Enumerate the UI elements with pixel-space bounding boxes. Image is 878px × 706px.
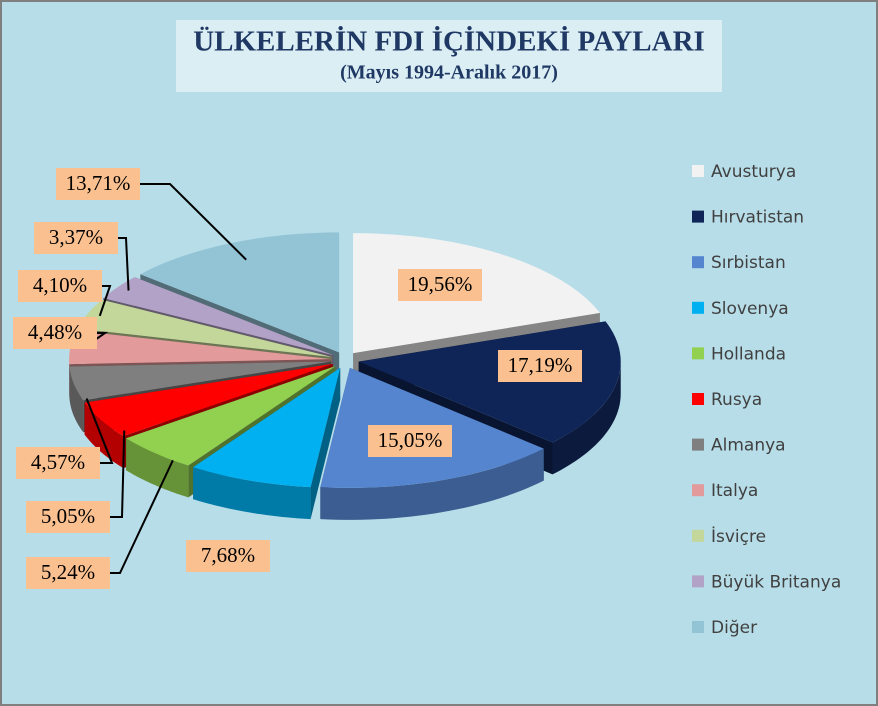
legend-label: Slovenya: [711, 299, 789, 319]
legend-label: Sırbistan: [711, 253, 786, 273]
slice-side: [320, 448, 544, 520]
slice-group: [193, 367, 341, 520]
leader-line: [118, 237, 130, 291]
data-label: 13,71%: [66, 171, 131, 195]
leader-line: [110, 430, 126, 518]
pie-slice: [126, 366, 336, 466]
legend-swatch: [692, 575, 704, 588]
label-box: [26, 557, 110, 589]
data-label: 15,05%: [378, 428, 443, 452]
leader-line: [140, 183, 247, 261]
legend-label: Avusturya: [711, 162, 796, 182]
label-box: [34, 222, 118, 254]
legend-label: Büyük Britanya: [711, 572, 841, 592]
data-label: 5,24%: [41, 560, 95, 584]
label-box: [498, 350, 582, 382]
leader-line: [98, 285, 112, 317]
data-label: 4,10%: [33, 273, 87, 297]
legend-swatch: [692, 301, 704, 314]
label-box: [368, 425, 452, 457]
slice-cut-face: [310, 367, 341, 520]
legend-swatch: [692, 256, 704, 269]
legend-label: Italya: [711, 481, 758, 501]
chart-subtitle: (Mayıs 1994-Aralık 2017): [340, 62, 558, 84]
pie-slice: [69, 330, 332, 365]
data-label: 4,48%: [28, 320, 82, 344]
legend-swatch: [692, 529, 704, 542]
data-label: 4,57%: [31, 450, 85, 474]
label-box: [56, 168, 140, 200]
label-box: [398, 269, 482, 301]
label-box: [13, 317, 97, 349]
label-box: [186, 540, 270, 572]
leader-line: [85, 398, 114, 464]
label-box: [26, 501, 110, 533]
legend-label: Rusya: [711, 390, 762, 410]
pie-slice: [140, 232, 340, 353]
pie-slice: [193, 367, 341, 488]
legend-swatch: [692, 621, 704, 633]
slice-side: [552, 361, 621, 475]
label-box: [16, 447, 100, 479]
legend-swatch: [692, 347, 704, 360]
legend-swatch: [692, 210, 704, 223]
label-box: [18, 270, 102, 302]
legend-label: Hollanda: [711, 344, 786, 364]
data-label: 3,37%: [49, 225, 103, 249]
leader-line: [110, 459, 174, 574]
slice-side: [126, 438, 189, 498]
legend-label: İsviçre: [711, 526, 766, 547]
legend-swatch: [692, 165, 704, 177]
legend-label: Diğer: [711, 618, 757, 638]
data-label: 17,19%: [508, 353, 573, 377]
slice-side: [193, 467, 311, 520]
legend-swatch: [692, 484, 704, 497]
pie-slice: [77, 299, 332, 357]
chart-title: ÜLKELERİN FDI İÇİNDEKİ PAYLARI: [193, 25, 705, 58]
slice-side: [69, 366, 84, 433]
data-label: 5,05%: [41, 504, 95, 528]
data-label: 19,56%: [408, 272, 473, 296]
pie-slice: [84, 363, 333, 437]
data-label: 7,68%: [201, 543, 255, 567]
pie-slice: [103, 277, 334, 356]
legend-swatch: [692, 438, 704, 451]
legend-label: Almanya: [711, 436, 786, 456]
title-box: [176, 20, 722, 92]
pie-slice: [69, 361, 332, 401]
legend-label: Hırvatistan: [711, 208, 804, 228]
legend-swatch: [692, 393, 704, 405]
